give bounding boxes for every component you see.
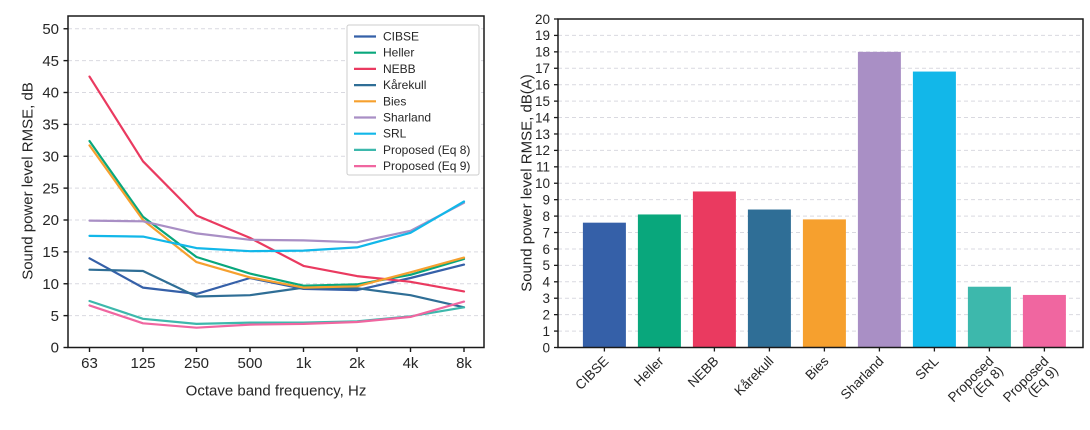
series-line — [88, 268, 466, 309]
y-tick-label: 12 — [535, 143, 550, 158]
line-chart-y-axis-label: Sound power level RMSE, dB — [19, 82, 37, 280]
x-tick-label: Kårekull — [731, 354, 776, 399]
y-tick-label: 1 — [542, 324, 550, 339]
series-line — [88, 201, 466, 244]
legend: CIBSE Heller NEBB Kårekull Bies Sharland SRL Pr… — [346, 24, 480, 176]
bar — [857, 51, 901, 348]
bar — [912, 71, 956, 348]
series-line — [88, 144, 466, 289]
y-tick-label: 45 — [42, 53, 59, 70]
y-tick-label: 40 — [42, 85, 59, 102]
y-tick-label: 15 — [535, 94, 550, 109]
legend-label: Proposed (Eq 9) — [383, 159, 470, 173]
y-tick-label: 16 — [535, 78, 550, 93]
y-tick-label: 35 — [42, 117, 59, 134]
series-line — [88, 200, 466, 253]
x-tick-label: 8k — [456, 355, 472, 372]
x-tick-label: Heller — [631, 353, 667, 389]
bar — [1022, 294, 1066, 348]
x-tick-label: 250 — [184, 355, 209, 372]
legend-label: Kårekull — [383, 78, 426, 92]
x-tick-label: 2k — [349, 355, 365, 372]
y-tick-label: 7 — [542, 225, 550, 240]
y-tick-label: 20 — [535, 12, 550, 27]
line-chart: 0 5 10 15 20 25 30 35 40 45 50 63 125 250 500 1k 2k 4k 8k C… — [42, 15, 485, 372]
x-tick-label: 4k — [403, 355, 419, 372]
y-tick-label: 8 — [542, 209, 550, 224]
x-tick-label: CIBSE — [572, 354, 611, 393]
bar — [747, 209, 791, 348]
legend-label: NEBB — [383, 62, 416, 76]
x-tick-label: NEBB — [685, 354, 722, 391]
y-tick-label: 15 — [42, 244, 59, 261]
y-tick-label: 10 — [42, 276, 59, 293]
y-tick-label: 10 — [535, 176, 550, 191]
y-tick-label: 0 — [542, 340, 550, 355]
y-tick-label: 14 — [535, 110, 551, 125]
legend-label: CIBSE — [383, 30, 419, 44]
x-tick-label: Sharland — [838, 354, 887, 403]
legend-label: Sharland — [383, 111, 431, 125]
y-tick-label: 9 — [542, 192, 550, 207]
x-tick-label: 1k — [296, 355, 312, 372]
bar — [637, 214, 681, 348]
y-tick-label: 4 — [542, 275, 550, 290]
series-line — [88, 300, 466, 329]
bar — [582, 222, 626, 348]
line-chart-x-axis-label: Octave band frequency, Hz — [185, 382, 367, 400]
y-tick-label: 0 — [51, 340, 59, 357]
bar — [802, 219, 846, 348]
legend-label: SRL — [383, 127, 407, 141]
bar-chart-y-axis-label: Sound power level RMSE, dB(A) — [518, 74, 536, 292]
x-tick-label: 500 — [237, 355, 262, 372]
y-tick-label: 11 — [536, 160, 550, 175]
y-tick-label: 19 — [535, 28, 550, 43]
x-tick-label: Proposed(Eq 9) — [1000, 354, 1061, 415]
y-tick-label: 30 — [42, 148, 59, 165]
y-tick-label: 50 — [42, 21, 59, 38]
y-tick-label: 2 — [542, 307, 550, 322]
x-tick-label: 125 — [130, 355, 155, 372]
y-tick-label: 5 — [51, 308, 59, 325]
bar — [967, 286, 1011, 348]
y-tick-label: 18 — [535, 45, 550, 60]
y-tick-label: 6 — [542, 242, 550, 257]
y-tick-label: 25 — [42, 180, 59, 197]
legend-label: Heller — [383, 46, 414, 60]
legend-label: Proposed (Eq 8) — [383, 143, 470, 157]
legend-label: Bies — [383, 94, 406, 108]
plot-border — [67, 15, 485, 349]
y-tick-label: 5 — [542, 258, 550, 273]
x-tick-label: SRL — [912, 353, 942, 383]
y-tick-label: 20 — [42, 212, 59, 229]
bar — [692, 191, 736, 348]
x-tick-label: 63 — [81, 355, 98, 372]
legend-box — [346, 24, 480, 176]
y-tick-label: 3 — [542, 291, 550, 306]
y-tick-label: 13 — [535, 127, 550, 142]
x-tick-label: Bies — [802, 353, 831, 382]
y-tick-label: 17 — [535, 61, 550, 76]
x-tick-label: Proposed(Eq 8) — [945, 354, 1006, 415]
series-line — [88, 299, 466, 325]
